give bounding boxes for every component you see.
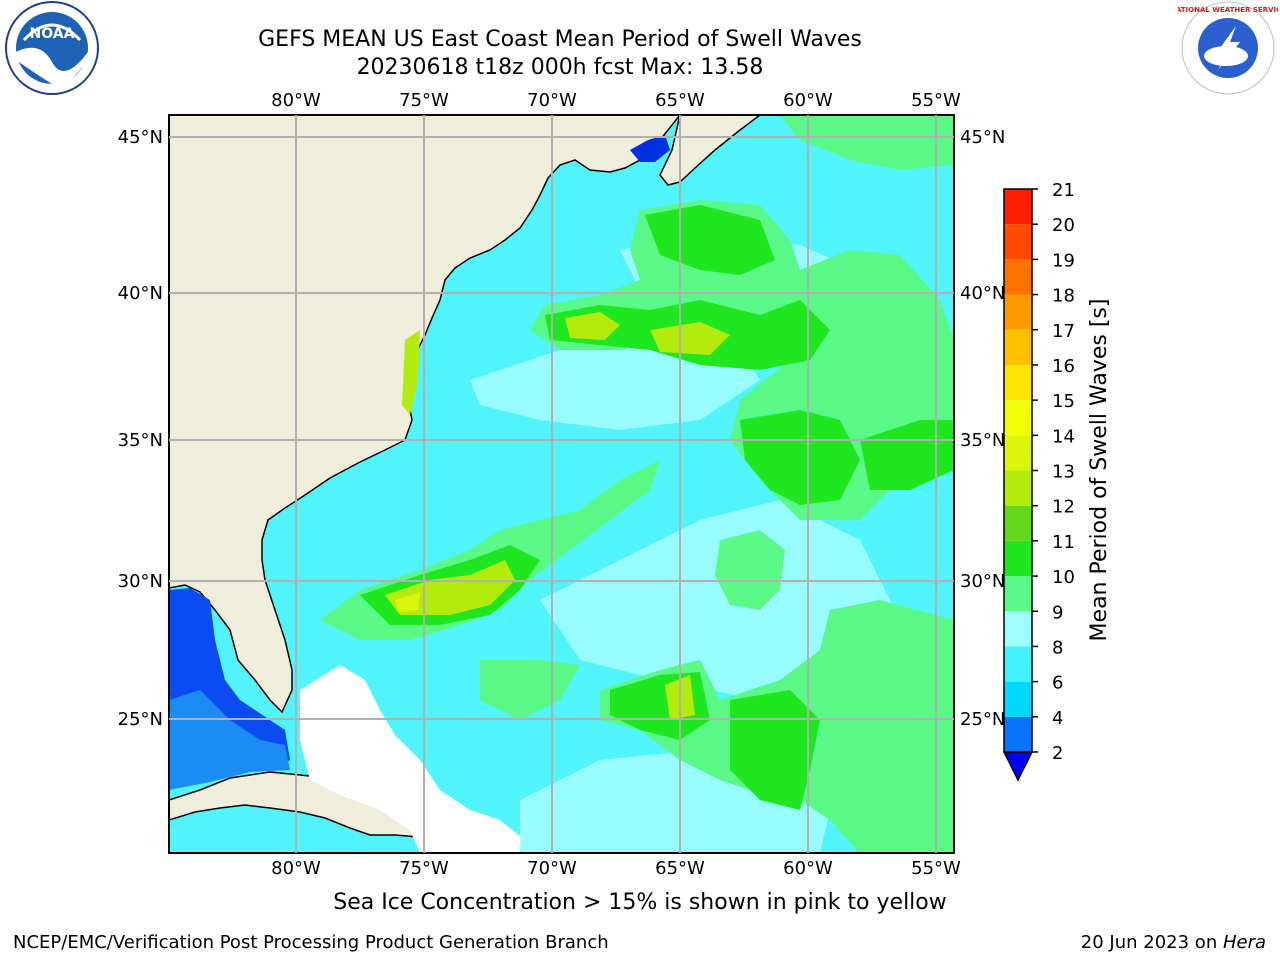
contour-9-11-south bbox=[480, 660, 580, 720]
colorbar-segment bbox=[1004, 540, 1032, 577]
colorbar-label: Mean Period of Swell Waves [s] bbox=[1087, 299, 1112, 642]
lon-tick-label-top: 55°W bbox=[911, 90, 961, 111]
contour-10-12-c bbox=[740, 410, 860, 505]
colorbar-tick-label: 21 bbox=[1052, 180, 1075, 201]
lon-tick-label-bottom: 70°W bbox=[527, 858, 577, 879]
chart-title: GEFS MEAN US East Coast Mean Period of S… bbox=[258, 27, 862, 52]
lon-tick-label-bottom: 75°W bbox=[399, 858, 449, 879]
colorbar-tick-label: 13 bbox=[1052, 462, 1075, 483]
noaa-logo-text: NOAA bbox=[30, 26, 75, 42]
colorbar-segment bbox=[1004, 259, 1032, 295]
lat-tick-label-left: 30°N bbox=[118, 571, 163, 592]
lon-tick-label-top: 65°W bbox=[655, 90, 705, 111]
lon-tick-label-bottom: 60°W bbox=[783, 858, 833, 879]
lat-tick-label-right: 30°N bbox=[960, 571, 1005, 592]
land-cuba bbox=[169, 771, 452, 839]
colorbar-tick-label: 4 bbox=[1052, 708, 1063, 729]
colorbar-tick-label: 17 bbox=[1052, 321, 1075, 342]
colorbar-segment bbox=[1004, 294, 1032, 330]
colorbar-segment bbox=[1004, 400, 1032, 436]
colorbar: 2 4 6 8 9 10 11 12 13 14 15 16 17 18 19 20 21 Mean Period… bbox=[1002, 180, 1112, 782]
contour-12-14-b bbox=[650, 322, 730, 355]
contour-12-14-f bbox=[395, 592, 420, 612]
colorbar-segment bbox=[1004, 364, 1032, 401]
colorbar-segment bbox=[1004, 576, 1032, 612]
lon-tick-label-top: 75°W bbox=[399, 90, 449, 111]
footer-credit: NCEP/EMC/Verification Post Processing Pr… bbox=[13, 932, 609, 953]
colorbar-segment bbox=[1004, 224, 1032, 260]
colorbar-tick-label: 9 bbox=[1052, 602, 1063, 623]
colorbar-tick-label: 2 bbox=[1052, 743, 1063, 764]
colorbar-segment bbox=[1004, 435, 1032, 471]
colorbar-tick-label: 6 bbox=[1052, 673, 1063, 694]
colorbar-tick-label: 11 bbox=[1052, 532, 1075, 553]
colorbar-tick-label: 8 bbox=[1052, 637, 1063, 658]
colorbar-segment bbox=[1004, 189, 1032, 225]
lat-tick-label-right: 45°N bbox=[960, 127, 1005, 148]
contour-12-14-e bbox=[402, 330, 420, 415]
map-area bbox=[169, 115, 954, 853]
low-period-region-florida-straits bbox=[169, 690, 290, 790]
sea-ice-note: Sea Ice Concentration > 15% is shown in … bbox=[333, 890, 947, 915]
colorbar-segment bbox=[1004, 716, 1032, 752]
colorbar-tick-label: 20 bbox=[1052, 215, 1075, 236]
colorbar-segment bbox=[1004, 681, 1032, 717]
nws-logo-text: NATIONAL WEATHER SERVICE bbox=[1178, 6, 1278, 14]
colorbar-segment bbox=[1004, 646, 1032, 682]
lat-tick-label-right: 35°N bbox=[960, 430, 1005, 451]
contour-9-11-central bbox=[715, 530, 785, 610]
footer-date-text: 20 Jun 2023 on bbox=[1080, 932, 1223, 953]
contour-9-11-northeast bbox=[780, 115, 954, 170]
colorbar-tick-label: 10 bbox=[1052, 567, 1075, 588]
lon-tick-label-top: 70°W bbox=[527, 90, 577, 111]
lat-tick-label-left: 35°N bbox=[118, 430, 163, 451]
low-period-region-bahamas bbox=[300, 665, 525, 853]
colorbar-tick-label: 14 bbox=[1052, 426, 1075, 447]
contour-10-12-d bbox=[860, 420, 954, 490]
colorbar-tick-label: 12 bbox=[1052, 497, 1075, 518]
nws-logo: NATIONAL WEATHER SERVICE bbox=[1178, 1, 1278, 95]
colorbar-tick-label: 19 bbox=[1052, 250, 1075, 271]
colorbar-tick-label: 16 bbox=[1052, 356, 1075, 377]
colorbar-tick-label: 18 bbox=[1052, 286, 1075, 307]
graticule bbox=[169, 115, 954, 853]
noaa-logo: NOAA bbox=[5, 1, 99, 95]
colorbar-segment bbox=[1004, 611, 1032, 647]
contour-12-14-a bbox=[565, 312, 620, 340]
colorbar-under-triangle bbox=[1002, 751, 1034, 782]
lon-tick-label-top: 80°W bbox=[271, 90, 321, 111]
lat-tick-label-right: 25°N bbox=[960, 709, 1005, 730]
contour-10-12-a bbox=[645, 205, 775, 275]
colorbar-segment bbox=[1004, 505, 1032, 541]
footer-host: Hera bbox=[1222, 932, 1266, 953]
lon-tick-label-bottom: 80°W bbox=[271, 858, 321, 879]
footer-date: 20 Jun 2023 on Hera bbox=[1081, 932, 1266, 953]
lon-tick-label-bottom: 65°W bbox=[655, 858, 705, 879]
lat-tick-label-right: 40°N bbox=[960, 283, 1005, 304]
land-nova-scotia bbox=[659, 115, 762, 186]
axis-tick-labels: 80°W 80°W 75°W 75°W 70°W 70°W 65°W 65°W 60°W 60°W… bbox=[118, 90, 1006, 879]
lat-tick-label-left: 25°N bbox=[118, 709, 163, 730]
lon-tick-label-bottom: 55°W bbox=[911, 858, 961, 879]
low-period-region-fundy bbox=[630, 135, 670, 162]
colorbar-tick-label: 15 bbox=[1052, 391, 1075, 412]
contour-8-9-b bbox=[540, 500, 900, 700]
map-frame bbox=[168, 114, 955, 854]
lat-tick-label-left: 40°N bbox=[118, 283, 163, 304]
chart-subtitle: 20230618 t18z 000h fcst Max: 13.58 bbox=[356, 55, 764, 80]
lon-tick-label-top: 60°W bbox=[783, 90, 833, 111]
colorbar-segment bbox=[1004, 329, 1032, 365]
lat-tick-label-left: 45°N bbox=[118, 127, 163, 148]
colorbar-segment bbox=[1004, 470, 1032, 506]
